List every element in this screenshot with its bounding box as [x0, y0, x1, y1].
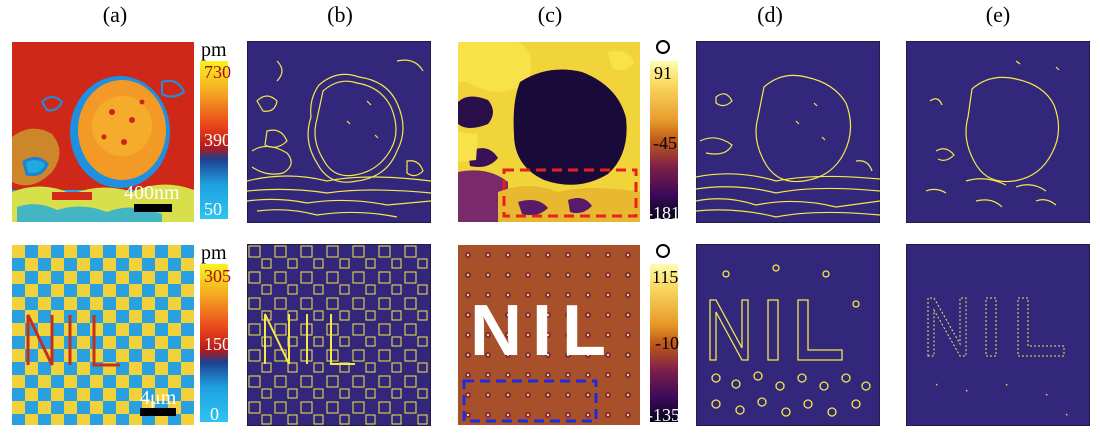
column-label-d: (d): [757, 2, 783, 27]
row2-edge-map-e: [906, 244, 1090, 426]
column-label-e: (e): [985, 2, 1011, 27]
row2-height-map: [12, 245, 194, 425]
row1-a-unit: pm: [201, 39, 227, 61]
row1-c-degree-symbol: [656, 40, 670, 54]
row1-c-tick-min: -181: [647, 203, 680, 223]
row2-c-tick-min: -135: [647, 405, 680, 425]
row1-edge-map-d: [696, 41, 880, 223]
row2-c-degree-symbol: [656, 244, 670, 258]
row2-a-colorbar: [200, 264, 228, 422]
row1-a-tick-mid: 390: [204, 130, 231, 150]
row2-edge-map-b: [247, 244, 431, 426]
row2-c-nil-text: NIL: [470, 291, 616, 371]
row2-c-colorbar: [650, 264, 678, 422]
row1-c-tick-max: 91: [654, 63, 672, 83]
row2-c-tick-max: 115: [652, 267, 679, 287]
row2-a-tick-mid: 150: [204, 334, 231, 354]
row2-phase-map: NIL: [458, 245, 640, 425]
column-label-b: (b): [327, 2, 353, 27]
column-label-c: (c): [537, 2, 563, 27]
row2-a-scalebar: [140, 408, 176, 416]
row2-a-scalebar-label: 4μm: [140, 387, 177, 409]
row2-a-unit: pm: [201, 242, 227, 264]
row1-height-map: [12, 42, 194, 222]
row1-a-tick-min: 50: [204, 199, 222, 219]
row2-a-tick-max: 305: [204, 266, 231, 286]
row1-edge-map-b: [247, 41, 431, 223]
row2-edge-map-d: [696, 244, 880, 426]
row1-a-colorbar: [200, 61, 228, 219]
row1-a-scalebar: [134, 204, 172, 212]
row1-a-scalebar-label: 400nm: [124, 182, 180, 204]
row1-c-tick-mid: -45: [653, 133, 677, 153]
row2-c-tick-mid: -10: [655, 333, 679, 353]
row1-phase-map: [458, 42, 640, 222]
row1-a-tick-max: 730: [204, 62, 231, 82]
row1-c-colorbar: [650, 61, 678, 219]
row1-edge-map-e: [906, 41, 1090, 223]
row2-a-tick-min: 0: [210, 404, 219, 424]
column-label-a: (a): [102, 2, 128, 27]
